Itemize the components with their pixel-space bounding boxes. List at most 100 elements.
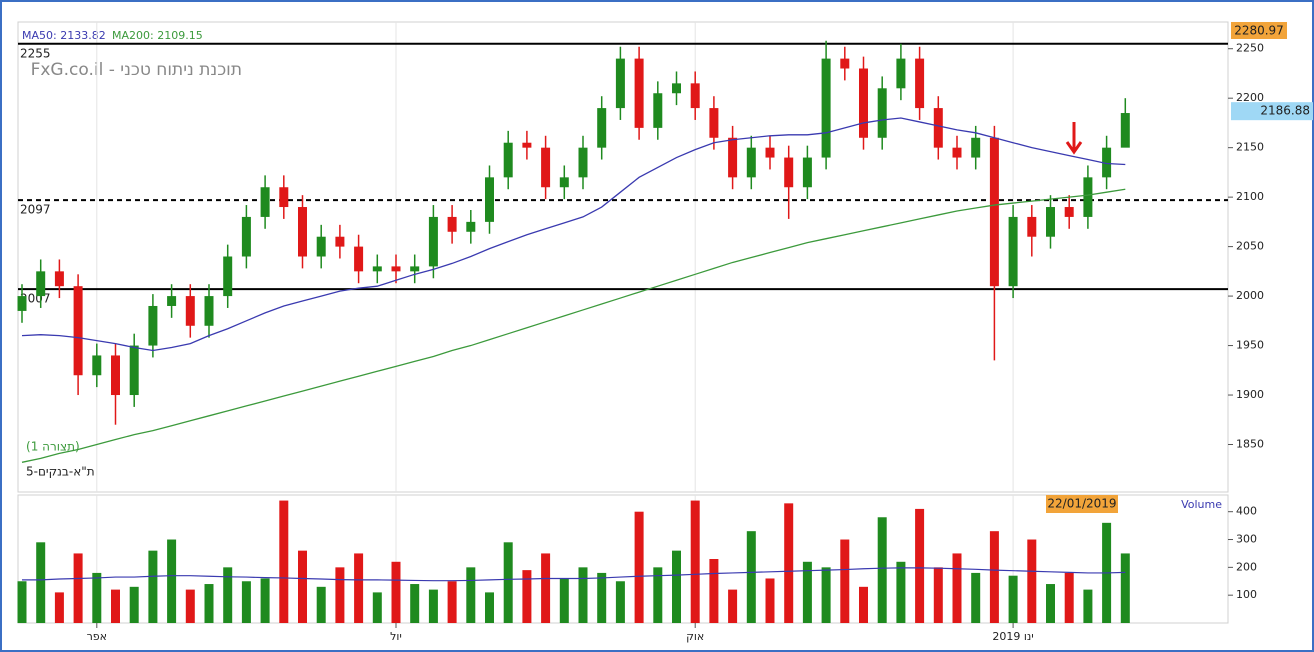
volume-bar bbox=[634, 511, 644, 623]
candle-body bbox=[148, 305, 158, 346]
volume-bar bbox=[971, 572, 981, 623]
candle-body bbox=[709, 108, 719, 138]
candle-body bbox=[391, 266, 401, 272]
volume-bar bbox=[709, 559, 719, 623]
title: ת"א-בנקים-5 bbox=[26, 465, 95, 479]
volume-bar bbox=[17, 581, 27, 623]
volume-bar bbox=[653, 567, 663, 623]
volume-bar bbox=[672, 550, 681, 623]
last-price-label: 2186.88 bbox=[1260, 104, 1310, 118]
volume-bar bbox=[1083, 589, 1093, 623]
y-tick-label: 2250 bbox=[1236, 42, 1264, 55]
candle-body bbox=[466, 221, 476, 232]
volume-bar bbox=[204, 584, 214, 623]
candle-body bbox=[111, 355, 120, 396]
volume-bar bbox=[690, 500, 700, 623]
candle-body bbox=[541, 147, 551, 188]
volume-bar bbox=[167, 539, 177, 623]
candle-body bbox=[672, 83, 681, 94]
candle-body bbox=[971, 137, 981, 158]
y-tick-label: 2200 bbox=[1236, 91, 1264, 104]
candle-body bbox=[915, 58, 925, 109]
volume-bar bbox=[915, 508, 925, 623]
volume-bar bbox=[391, 561, 401, 623]
candle-body bbox=[522, 142, 532, 148]
volume-bar bbox=[896, 561, 906, 623]
candle-body bbox=[1008, 216, 1018, 287]
volume-bar bbox=[933, 567, 943, 623]
candle-body bbox=[54, 271, 64, 287]
candle-body bbox=[503, 142, 513, 178]
candle-body bbox=[840, 58, 850, 69]
volume-bar bbox=[877, 517, 887, 623]
watermark: FxG.co.il - תוכנת ניתוח טכני bbox=[31, 60, 242, 80]
volume-bar bbox=[335, 567, 345, 623]
volume-bar bbox=[821, 567, 831, 623]
top-value-box bbox=[1231, 22, 1287, 39]
volume-bar bbox=[298, 550, 307, 623]
volume-bar bbox=[73, 553, 83, 623]
candle-body bbox=[1083, 177, 1093, 217]
volume-bar bbox=[466, 567, 476, 623]
volume-label: Volume bbox=[1181, 498, 1222, 511]
candle-body bbox=[821, 58, 831, 158]
volume-bar bbox=[503, 542, 513, 623]
volume-bar bbox=[223, 567, 233, 623]
candle-body bbox=[1102, 147, 1112, 178]
candle-body bbox=[17, 296, 27, 311]
volume-bar bbox=[615, 581, 625, 623]
candle-body bbox=[129, 345, 139, 396]
x-tick-label: ינו 2019 bbox=[992, 630, 1033, 643]
candle-body bbox=[335, 236, 345, 247]
y-tick-label: 2050 bbox=[1236, 240, 1264, 253]
volume-bar bbox=[241, 581, 251, 623]
volume-bar bbox=[522, 570, 532, 623]
volume-bar bbox=[92, 572, 102, 623]
candle-body bbox=[298, 207, 307, 257]
volume-bar bbox=[410, 584, 420, 623]
volume-bar bbox=[1120, 553, 1130, 623]
candle-body bbox=[36, 271, 46, 297]
candle-body bbox=[316, 236, 326, 257]
date-label: 22/01/2019 bbox=[1047, 497, 1116, 511]
price-panel bbox=[17, 21, 1229, 493]
volume-bar bbox=[279, 500, 289, 623]
candle-body bbox=[877, 88, 887, 138]
candle-body bbox=[185, 296, 195, 326]
y-tick-label: 1900 bbox=[1236, 388, 1264, 401]
candle-body bbox=[746, 147, 756, 178]
candle-body bbox=[784, 157, 794, 188]
volume-tick-label: 300 bbox=[1236, 533, 1257, 546]
volume-bar bbox=[372, 592, 382, 623]
volume-bar bbox=[802, 561, 812, 623]
candle-body bbox=[578, 147, 588, 178]
candle-body bbox=[859, 68, 868, 138]
candle-body bbox=[410, 266, 420, 272]
volume-bar bbox=[541, 553, 551, 623]
x-tick-label: אפר bbox=[87, 630, 107, 643]
ma50-legend: MA50: 2133.82 bbox=[22, 29, 106, 42]
candle-body bbox=[728, 137, 738, 178]
volume-bar bbox=[989, 531, 999, 623]
ma-line bbox=[21, 117, 1126, 352]
volume-bar bbox=[1008, 575, 1018, 623]
date-box bbox=[1046, 495, 1118, 513]
y-tick-label: 2000 bbox=[1236, 289, 1264, 302]
volume-ma-line bbox=[22, 567, 1126, 582]
candle-body bbox=[989, 137, 999, 287]
volume-bar bbox=[485, 592, 494, 623]
volume-bar bbox=[728, 589, 738, 623]
volume-tick-label: 100 bbox=[1236, 588, 1257, 601]
candle-body bbox=[597, 108, 607, 148]
volume-bar bbox=[447, 581, 457, 623]
candle-body bbox=[260, 187, 270, 217]
volume-bar bbox=[859, 586, 868, 623]
volume-bar bbox=[148, 550, 158, 623]
volume-bar bbox=[36, 542, 46, 623]
candle-body bbox=[204, 296, 214, 326]
candle-body bbox=[73, 286, 83, 376]
subtitle: (תצורה 1) bbox=[26, 440, 80, 454]
volume-bar bbox=[260, 578, 270, 623]
